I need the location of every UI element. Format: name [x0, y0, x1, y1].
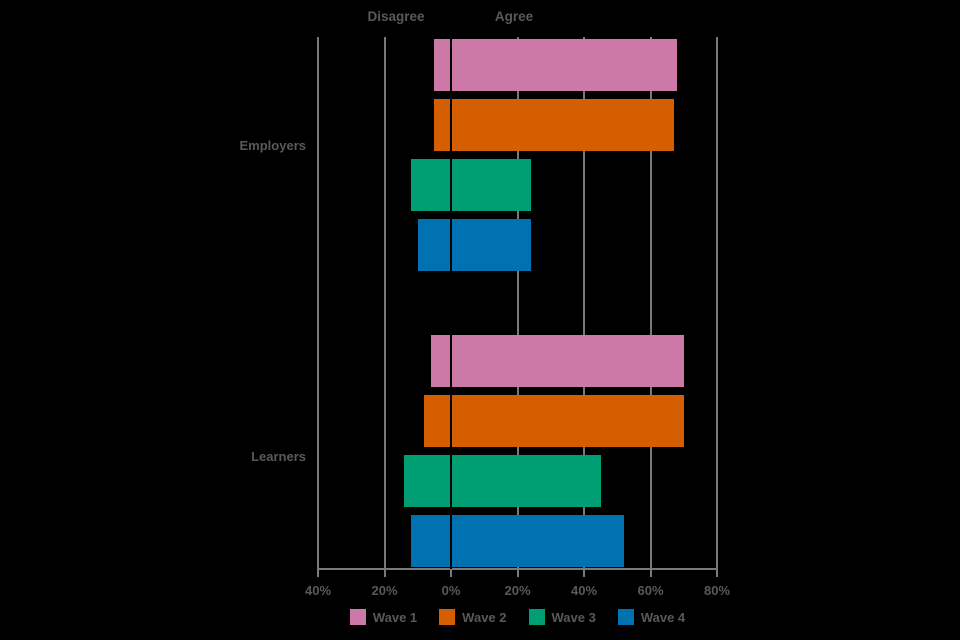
axis-tick [583, 569, 585, 577]
category-label-employers: Employers [239, 138, 306, 153]
gridline [383, 37, 386, 569]
axis-tick [649, 569, 652, 577]
axis-tick-label: 40% [304, 583, 332, 598]
axis-tick-label: 20% [371, 583, 398, 598]
axis-tick [383, 569, 386, 577]
x-axis-line [318, 568, 717, 570]
legend-label-wave-3: Wave 3 [551, 609, 596, 625]
disagree-header-label: Disagree [367, 9, 425, 24]
legend-label-wave-1: Wave 1 [372, 609, 418, 625]
legend-item-wave-4: Wave 4 [617, 609, 686, 625]
bar-wave-4-employers [417, 219, 531, 271]
axis-tick-label: 40% [570, 583, 598, 598]
bar-wave-1-learners [431, 335, 684, 387]
legend-label-wave-4: Wave 4 [640, 609, 686, 625]
gridline [716, 37, 718, 569]
legend-swatch-wave-3 [528, 609, 545, 625]
axis-tick [716, 569, 718, 577]
bar-wave-3-employers [411, 159, 531, 211]
legend-swatch-wave-1 [349, 609, 366, 625]
legend-swatch-wave-2 [439, 609, 456, 625]
bar-wave-2-learners [424, 395, 684, 447]
gridline [583, 37, 585, 569]
legend-item-wave-3: Wave 3 [528, 609, 596, 625]
bar-wave-3-learners [404, 455, 601, 507]
axis-tick [317, 569, 319, 577]
legend: Wave 1 Wave 2 Wave 3 Wave 4 [318, 609, 717, 625]
axis-tick-label: 20% [504, 583, 531, 598]
gridline [317, 37, 319, 569]
axis-tick-label: 80% [703, 583, 731, 598]
legend-swatch-wave-4 [617, 609, 634, 625]
agree-header-label: Agree [494, 9, 534, 24]
bar-wave-2-employers [434, 99, 674, 151]
gridline [516, 37, 519, 569]
axis-tick [450, 569, 452, 577]
axis-tick [516, 569, 519, 577]
bar-wave-4-learners [411, 515, 624, 567]
bar-wave-1-employers [434, 39, 678, 91]
gridline [649, 37, 652, 569]
zero-line [450, 37, 452, 569]
legend-label-wave-2: Wave 2 [462, 609, 507, 625]
legend-item-wave-2: Wave 2 [439, 609, 507, 625]
axis-tick-label: 0% [441, 583, 461, 598]
axis-tick-label: 60% [637, 583, 664, 598]
category-label-learners: Learners [251, 449, 306, 464]
legend-item-wave-1: Wave 1 [349, 609, 418, 625]
